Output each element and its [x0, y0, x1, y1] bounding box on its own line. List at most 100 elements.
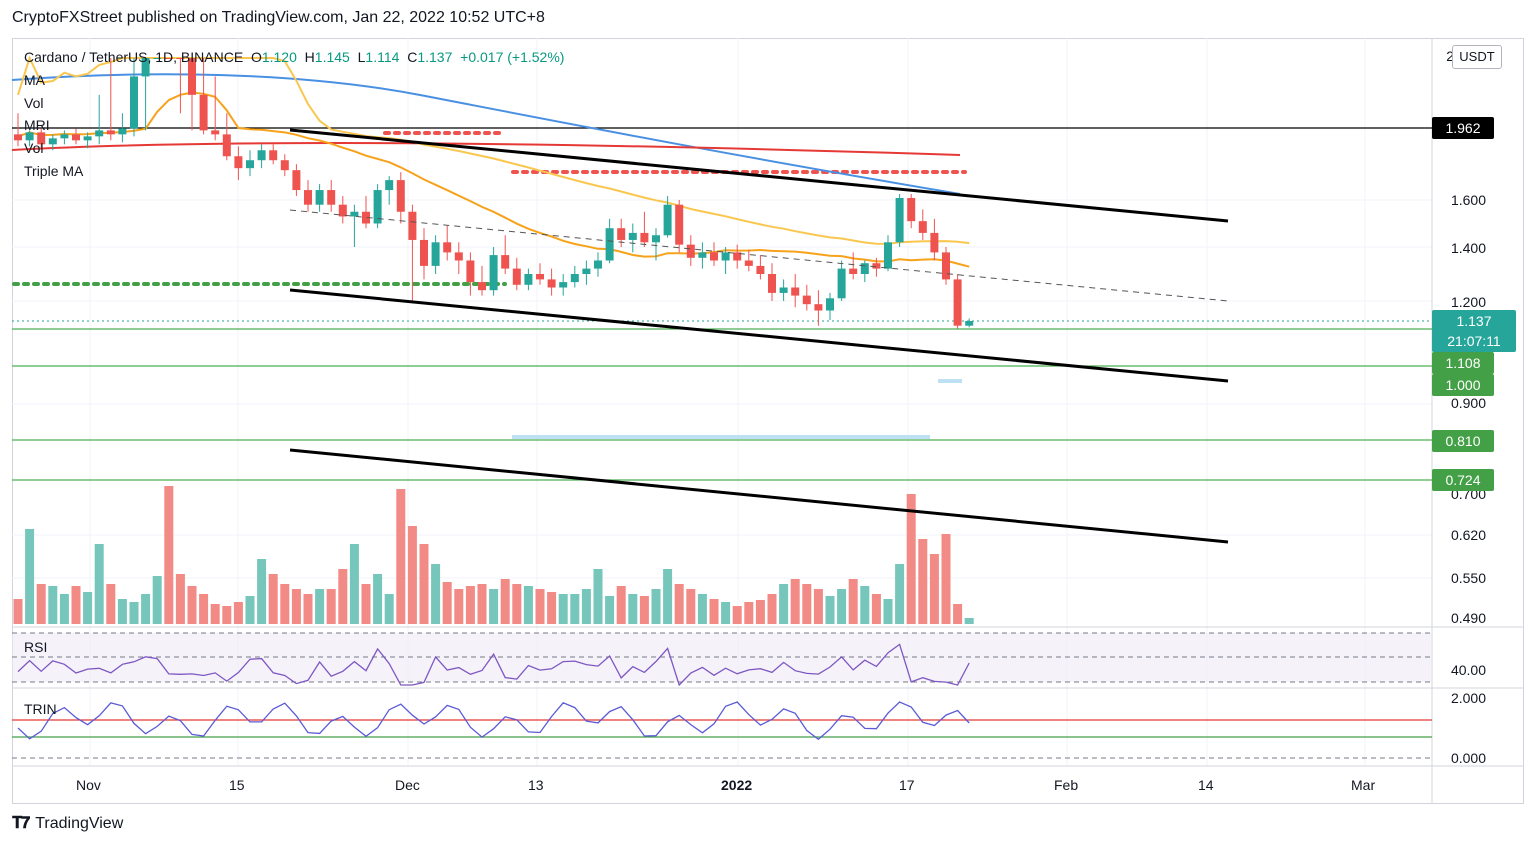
- volume-bar: [709, 599, 719, 624]
- candle: [594, 252, 602, 277]
- rsi-line: [17, 643, 970, 687]
- candle-body: [918, 221, 927, 233]
- candle-body: [536, 274, 544, 280]
- candle-body: [930, 232, 939, 253]
- volume-bar: [83, 592, 93, 624]
- candle-body: [269, 150, 278, 161]
- candle: [431, 235, 440, 274]
- candle: [315, 184, 324, 212]
- candle: [362, 196, 370, 229]
- candle-body: [373, 190, 382, 224]
- candle-body: [72, 134, 80, 141]
- indicator-ma[interactable]: MA: [24, 71, 45, 88]
- trin-line: [17, 701, 970, 741]
- tradingview-footer[interactable]: 𝐓𝟕 TradingView: [12, 815, 123, 833]
- volume-bar: [349, 544, 359, 624]
- candle: [211, 76, 220, 141]
- candle-body: [860, 263, 869, 274]
- volume-bar: [790, 579, 800, 624]
- candle: [640, 211, 649, 247]
- candle: [849, 252, 858, 280]
- volume-bar: [233, 602, 243, 624]
- price-tick: 1.400: [1450, 240, 1486, 256]
- volume-bar: [547, 592, 557, 624]
- volume-bar: [697, 594, 707, 624]
- candle: [942, 247, 950, 285]
- candle: [547, 268, 556, 296]
- volume-bar: [129, 602, 139, 624]
- support-resistance-levels: [12, 127, 1432, 481]
- price-tick-top: 2: [1446, 48, 1454, 64]
- candle-body: [570, 274, 579, 283]
- legend-ohlc-row: Cardano / TetherUS, 1D, BINANCE O1.120 H…: [24, 46, 564, 69]
- candle-body: [512, 268, 521, 285]
- candle-body: [478, 282, 486, 291]
- volume-bar: [396, 489, 406, 624]
- rsi-tick: 40.00: [1450, 662, 1486, 678]
- date-tick: Feb: [1054, 777, 1079, 793]
- date-tick: 17: [899, 777, 915, 793]
- support-tag-2: 1.000: [1432, 374, 1494, 396]
- volume-bar: [268, 574, 278, 624]
- volume-bar: [338, 569, 348, 624]
- candle: [222, 113, 231, 161]
- volume-bar: [465, 586, 475, 624]
- candle-body: [547, 279, 556, 288]
- candle: [95, 94, 104, 145]
- trin-pane: [12, 701, 1432, 759]
- indicator-vol[interactable]: Vol: [24, 94, 44, 111]
- candle: [37, 128, 46, 149]
- chart-frame[interactable]: [12, 38, 1524, 804]
- candle: [83, 132, 92, 149]
- candlesticks: [14, 58, 974, 329]
- date-tick: 15: [229, 777, 245, 793]
- candle-body: [443, 242, 452, 253]
- candle-body: [605, 228, 614, 261]
- candle: [884, 235, 892, 272]
- candle-body: [907, 198, 916, 222]
- candle-body: [199, 94, 208, 131]
- volume-bar: [767, 594, 777, 624]
- volume-bar: [883, 599, 893, 624]
- candle: [860, 260, 869, 283]
- open-label: O: [250, 49, 262, 65]
- symbol-label[interactable]: Cardano / TetherUS, 1D, BINANCE: [24, 49, 244, 65]
- volume-bar: [210, 604, 220, 624]
- candle-body: [338, 204, 347, 217]
- candle: [965, 318, 974, 328]
- volume-bar: [906, 494, 916, 624]
- candle: [802, 284, 811, 311]
- trin-tick-bottom: 0.000: [1450, 750, 1486, 766]
- indicator-vol-2[interactable]: Vol: [24, 140, 44, 157]
- candle: [826, 292, 834, 321]
- indicator-mri[interactable]: MRI: [24, 117, 50, 134]
- candle-body: [396, 180, 405, 212]
- volume-bar: [407, 526, 417, 624]
- candle-body: [582, 268, 591, 274]
- indicator-triple-ma[interactable]: Triple MA: [24, 162, 84, 179]
- candle: [733, 244, 742, 269]
- candle-body: [327, 190, 336, 205]
- date-tick: Nov: [76, 777, 101, 793]
- candle-body: [837, 268, 846, 299]
- price-tick: 0.900: [1450, 395, 1486, 411]
- volume-bar: [755, 600, 765, 624]
- volume-bar: [558, 594, 568, 624]
- price-tick: 0.620: [1450, 527, 1486, 543]
- volume-bar: [964, 618, 974, 624]
- currency-selector[interactable]: USDT: [1452, 45, 1502, 69]
- candle: [663, 196, 672, 238]
- candle-body: [953, 279, 962, 326]
- volume-bar: [141, 594, 151, 624]
- volume-bar: [71, 586, 81, 624]
- candle: [768, 263, 776, 301]
- candle: [837, 260, 846, 301]
- candle: [106, 58, 115, 141]
- candle: [918, 209, 927, 240]
- rsi-label[interactable]: RSI: [24, 639, 48, 655]
- candle: [327, 180, 336, 212]
- candle: [141, 58, 150, 131]
- trin-label[interactable]: TRIN: [24, 701, 57, 717]
- volume-bar: [373, 574, 383, 624]
